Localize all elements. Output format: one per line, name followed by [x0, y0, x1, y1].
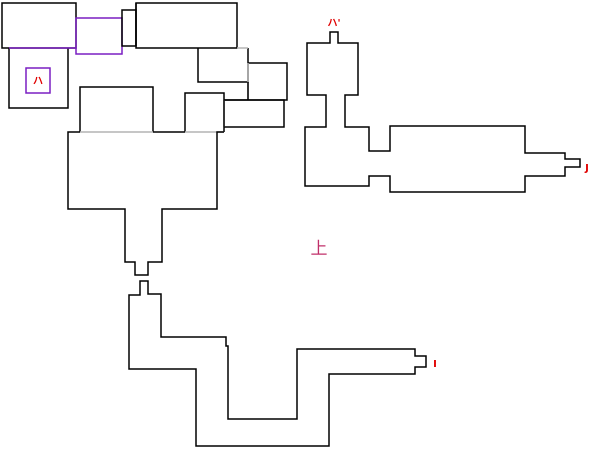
room-above-hall: [79, 86, 154, 132]
room-step-2-stub: [224, 82, 249, 101]
room-step-3: [224, 99, 285, 128]
room-marker-container: [8, 48, 69, 109]
lower-complex: [128, 280, 427, 447]
room-step-1: [197, 48, 249, 83]
room-center-small: [184, 92, 225, 132]
exit-label-bottom-right: I: [433, 359, 437, 370]
room-top-right: [135, 2, 238, 49]
room-step-2: [248, 62, 288, 101]
lower-corridor: [128, 280, 427, 447]
room-marker-label: ハ: [33, 76, 43, 87]
upper-left-complex: [1, 2, 288, 276]
right-complex: [304, 31, 581, 193]
great-hall: [67, 131, 224, 276]
exit-label-top: ハ': [327, 18, 340, 29]
exit-label-right: J: [584, 163, 589, 174]
room-top-left: [1, 2, 77, 49]
marker-room-highlight: [25, 67, 51, 94]
room-top-middle: [121, 9, 137, 47]
room-connector-highlight: [75, 17, 123, 55]
floor-label: 上: [311, 239, 328, 259]
right-corridor: [304, 31, 581, 193]
